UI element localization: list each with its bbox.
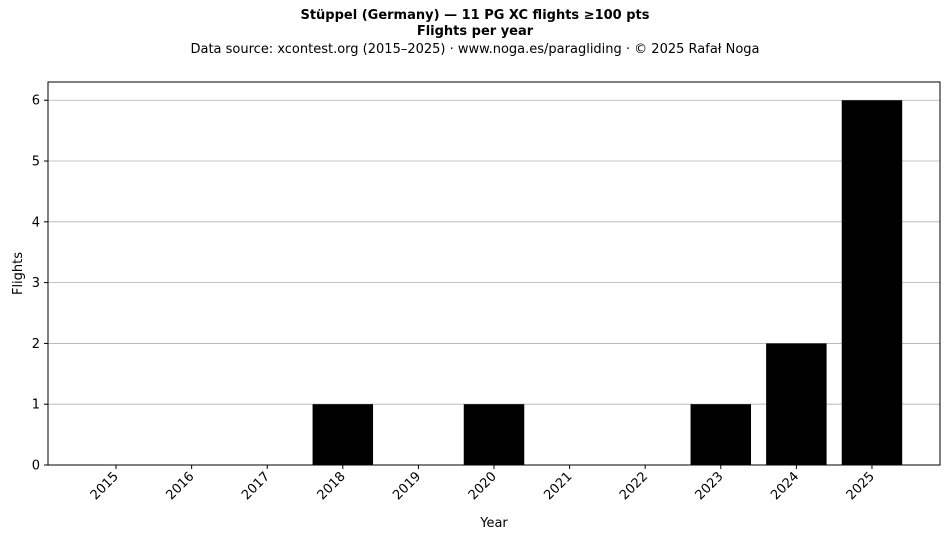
x-tick-label: 2023 [693,469,727,503]
x-tick-label: 2015 [88,469,122,503]
y-tick-label: 4 [32,215,40,230]
bar-2025 [841,100,903,465]
chart-subtitle: Flights per year [416,24,534,39]
bar-2023 [690,404,752,465]
x-axis: 2015 2016 2017 2018 2019 2020 2021 2022 2023 2024… [88,465,878,503]
x-tick-label: 2022 [617,469,651,503]
y-axis-label: Flights [11,252,26,295]
x-tick-label: 2018 [315,469,349,503]
bar-2018 [312,404,374,465]
x-tick-label: 2024 [768,469,802,503]
x-tick-label: 2020 [466,469,500,503]
x-tick-label: 2016 [163,469,197,503]
y-tick-label: 0 [32,459,40,474]
chart-source-note: Data source: xcontest.org (2015–2025) · … [190,42,760,57]
y-tick-label: 5 [32,155,40,170]
x-tick-label: 2025 [844,469,878,503]
y-tick-label: 3 [32,276,40,291]
bar-2024 [766,343,827,465]
y-tick-label: 2 [32,337,40,352]
chart-title: Stüppel (Germany) — 11 PG XC flights ≥10… [300,8,650,23]
bars [312,100,903,465]
bar-2020 [463,404,525,465]
x-tick-label: 2017 [239,469,273,503]
x-axis-label: Year [479,516,508,531]
x-tick-label: 2019 [390,469,424,503]
y-tick-label: 6 [32,94,40,109]
chart-titles: Stüppel (Germany) — 11 PG XC flights ≥10… [0,8,950,58]
x-tick-label: 2021 [541,469,575,503]
y-tick-label: 1 [32,398,40,413]
y-axis: 0 1 2 3 4 5 6 [32,94,48,474]
